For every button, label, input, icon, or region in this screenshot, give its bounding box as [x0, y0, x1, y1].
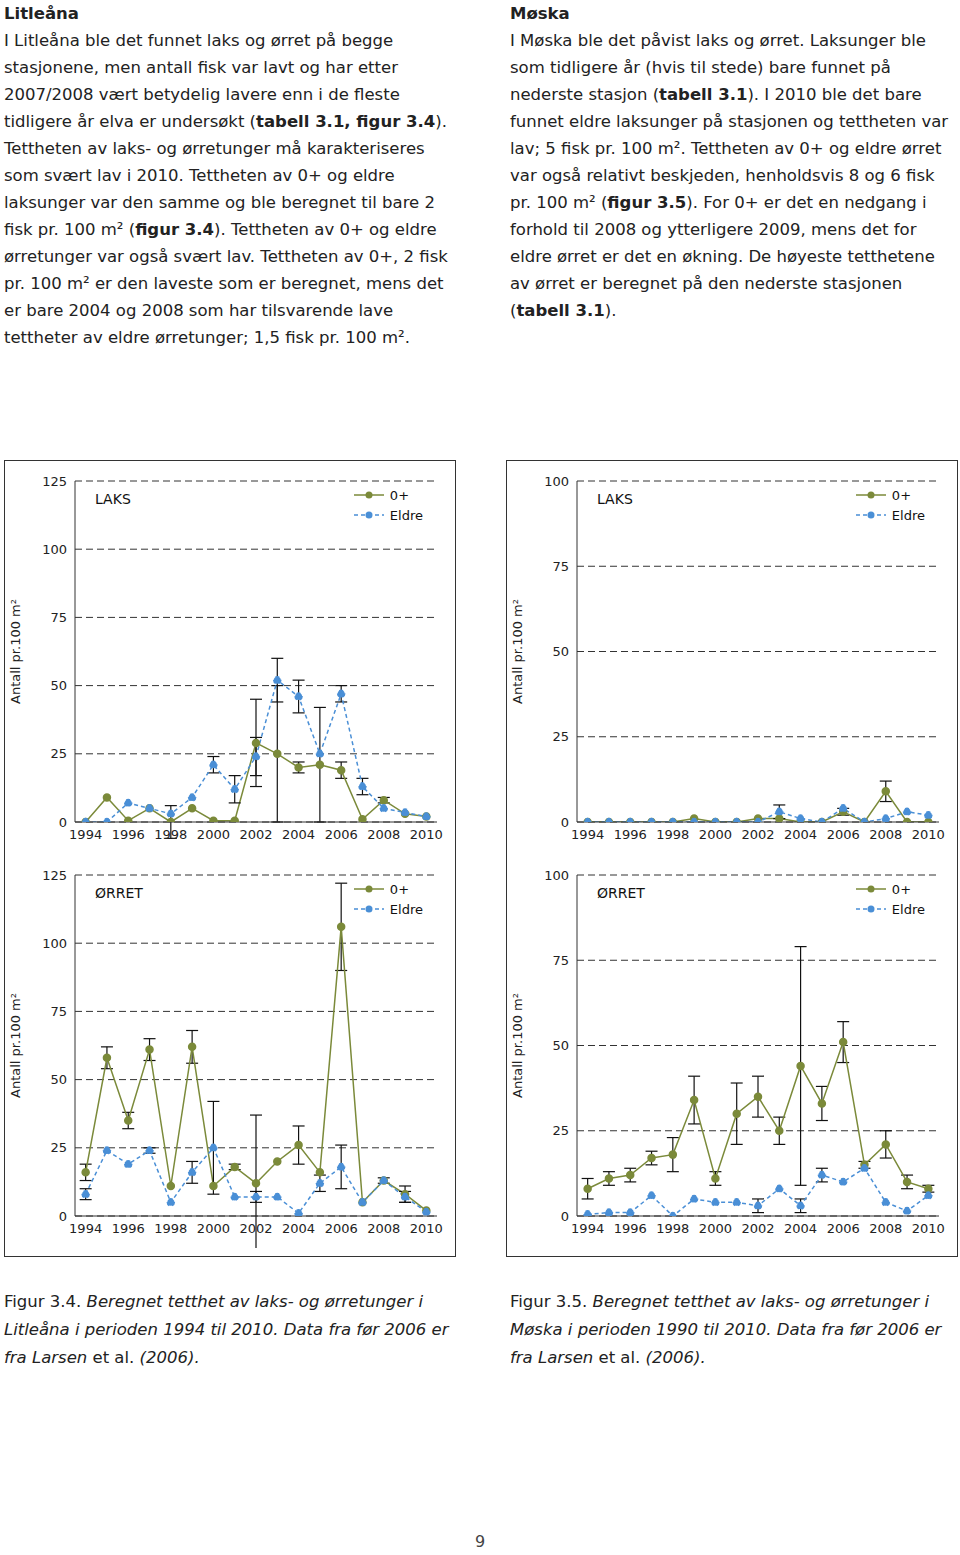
svg-text:125: 125 [42, 868, 67, 883]
svg-text:2008: 2008 [869, 827, 902, 842]
svg-text:2002: 2002 [741, 1221, 774, 1236]
svg-text:1994: 1994 [571, 1221, 604, 1236]
svg-text:Antall pr.100 m²: Antall pr.100 m² [8, 993, 23, 1098]
svg-text:1998: 1998 [154, 1221, 187, 1236]
svg-text:2008: 2008 [367, 827, 400, 842]
svg-text:25: 25 [552, 729, 569, 744]
svg-text:25: 25 [50, 746, 67, 761]
svg-text:2006: 2006 [827, 1221, 860, 1236]
svg-text:100: 100 [42, 936, 67, 951]
html-text:Møska: Møska [510, 4, 570, 23]
svg-text:1998: 1998 [656, 827, 689, 842]
svg-text:2000: 2000 [699, 1221, 732, 1236]
svg-text:2008: 2008 [869, 1221, 902, 1236]
svg-text:2006: 2006 [827, 827, 860, 842]
html-text:Eldre: Eldre [389, 507, 423, 523]
svg-text:1994: 1994 [69, 1221, 102, 1236]
svg-text:100: 100 [544, 474, 569, 489]
svg-text:1996: 1996 [614, 827, 647, 842]
svg-text:2002: 2002 [741, 827, 774, 842]
svg-text:2004: 2004 [282, 827, 315, 842]
svg-text:50: 50 [50, 678, 67, 693]
svg-text:25: 25 [552, 1123, 569, 1138]
svg-text:100: 100 [544, 868, 569, 883]
html-text:Eldre: Eldre [891, 901, 925, 917]
svg-text:1996: 1996 [112, 827, 145, 842]
html-text:ØRRET: ØRRET [95, 885, 143, 901]
svg-text:75: 75 [50, 610, 67, 625]
svg-text:2004: 2004 [784, 827, 817, 842]
svg-text:2000: 2000 [197, 827, 230, 842]
svg-text:2008: 2008 [367, 1221, 400, 1236]
svg-text:2006: 2006 [325, 827, 358, 842]
html-text:Figur 3.4. Beregnet tetthet av: Figur 3.4. Beregnet tetthet av laks- og … [4, 1292, 449, 1367]
svg-text:2000: 2000 [699, 827, 732, 842]
html-text:Figur 3.5. Beregnet tetthet av: Figur 3.5. Beregnet tetthet av laks- og … [510, 1292, 942, 1367]
svg-text:2000: 2000 [197, 1221, 230, 1236]
svg-text:50: 50 [552, 1038, 569, 1053]
svg-text:50: 50 [552, 644, 569, 659]
svg-text:Antall pr.100 m²: Antall pr.100 m² [8, 599, 23, 704]
svg-text:2010: 2010 [912, 827, 945, 842]
svg-text:2002: 2002 [239, 827, 272, 842]
html-text:0+: 0+ [891, 881, 911, 897]
html-text:0+: 0+ [389, 487, 409, 503]
svg-text:25: 25 [50, 1140, 67, 1155]
svg-text:125: 125 [42, 474, 67, 489]
svg-text:50: 50 [50, 1072, 67, 1087]
svg-text:Antall pr.100 m²: Antall pr.100 m² [510, 599, 525, 704]
svg-text:2004: 2004 [784, 1221, 817, 1236]
svg-text:2010: 2010 [912, 1221, 945, 1236]
svg-text:0: 0 [59, 1209, 67, 1224]
svg-text:0: 0 [59, 815, 67, 830]
html-text:9: 9 [474, 1532, 486, 1551]
svg-text:2006: 2006 [325, 1221, 358, 1236]
html-text:ØRRET: ØRRET [597, 885, 645, 901]
svg-text:0: 0 [561, 1209, 569, 1224]
svg-text:100: 100 [42, 542, 67, 557]
svg-text:75: 75 [552, 953, 569, 968]
svg-text:75: 75 [552, 559, 569, 574]
svg-text:1994: 1994 [69, 827, 102, 842]
svg-text:Antall pr.100 m²: Antall pr.100 m² [510, 993, 525, 1098]
svg-text:1996: 1996 [614, 1221, 647, 1236]
html-text:I Møska ble det påvist laks og: I Møska ble det påvist laks og ørret. La… [510, 31, 949, 320]
svg-text:2010: 2010 [410, 1221, 443, 1236]
svg-text:75: 75 [50, 1004, 67, 1019]
svg-text:1998: 1998 [154, 827, 187, 842]
svg-text:1998: 1998 [656, 1221, 689, 1236]
html-text:LAKS: LAKS [597, 491, 633, 507]
svg-text:0: 0 [561, 815, 569, 830]
svg-text:2010: 2010 [410, 827, 443, 842]
html-text:I Litleåna ble det funnet laks: I Litleåna ble det funnet laks og ørret … [4, 31, 448, 347]
html-text:Eldre: Eldre [891, 507, 925, 523]
html-text:Litleåna: Litleåna [4, 4, 79, 23]
html-text:Eldre: Eldre [389, 901, 423, 917]
html-text:0+: 0+ [389, 881, 409, 897]
svg-text:1994: 1994 [571, 827, 604, 842]
svg-text:1996: 1996 [112, 1221, 145, 1236]
svg-text:2002: 2002 [239, 1221, 272, 1236]
html-text:0+: 0+ [891, 487, 911, 503]
html-text:LAKS: LAKS [95, 491, 131, 507]
svg-text:2004: 2004 [282, 1221, 315, 1236]
